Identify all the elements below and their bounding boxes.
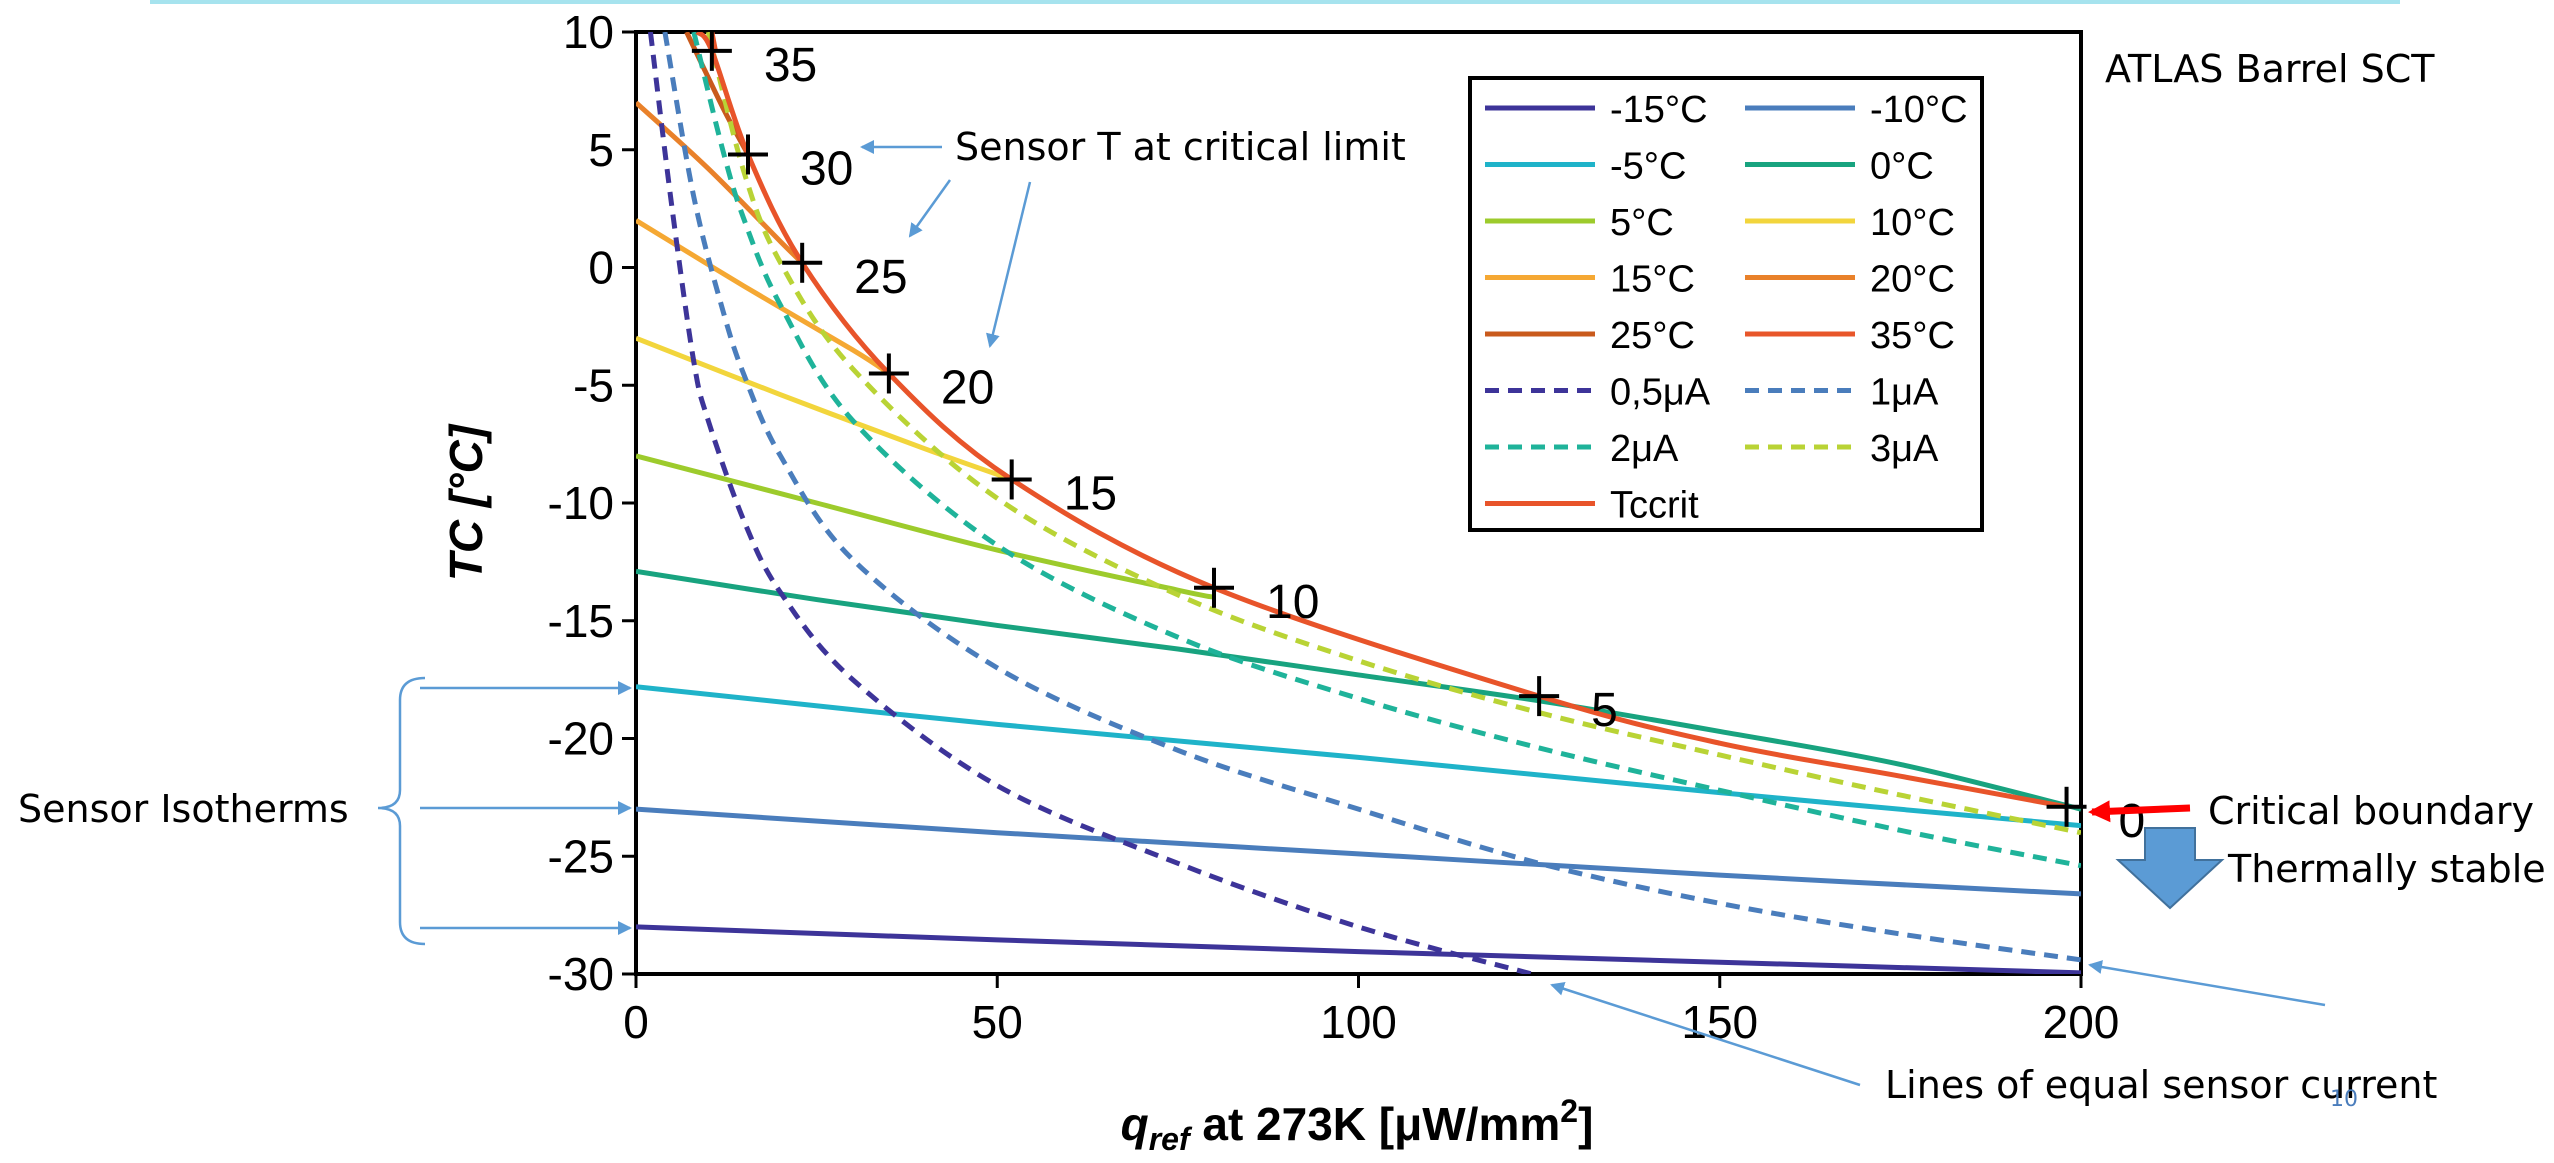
crit-point-label: 0: [2119, 795, 2146, 848]
y-tick-label: -15: [548, 595, 614, 647]
legend-item: 0°C: [1745, 146, 1934, 188]
legend-label: 5°C: [1610, 202, 1674, 244]
series-lines: [636, 32, 2081, 974]
legend-item: 2μA: [1485, 428, 1679, 470]
crit-point-0: 0: [2046, 786, 2146, 848]
x-tick-label: 50: [972, 996, 1023, 1048]
series-line-3μA: [705, 32, 2081, 836]
series-line--5°C: [636, 684, 2081, 829]
y-tick-label: 5: [588, 124, 614, 176]
legend-item: 3μA: [1745, 428, 1939, 470]
legend-label: -15°C: [1610, 89, 1708, 131]
legend-item: -5°C: [1485, 146, 1686, 188]
critical-limit-arrow-2: [908, 179, 952, 238]
y-tick-label: -20: [548, 713, 614, 765]
crit-point-30: 30: [727, 134, 853, 195]
equal-current-arrow-2: [1550, 982, 1861, 1087]
crit-point-label: 10: [1266, 576, 1319, 629]
legend-label: Tccrit: [1610, 485, 1699, 527]
legend-label: 10°C: [1870, 202, 1955, 244]
thermally-stable-label: Thermally stable: [2227, 847, 2546, 891]
series-line--15°C: [636, 924, 2081, 974]
thermally-stable-arrow: [2115, 827, 2225, 910]
sensor-isotherms-label: Sensor Isotherms: [18, 787, 349, 831]
series-line-1μA: [662, 32, 2081, 963]
crit-point-label: 15: [1064, 467, 1117, 520]
legend-item: 25°C: [1485, 315, 1695, 357]
x-axis-label-sup: 2: [1560, 1093, 1578, 1129]
crit-point-label: 25: [854, 251, 907, 304]
legend-item: 1μA: [1745, 372, 1939, 414]
legend-item: 10°C: [1745, 202, 1955, 244]
x-axis-label-end: ]: [1578, 1098, 1593, 1150]
legend-label: 25°C: [1610, 315, 1695, 357]
atlas-title: ATLAS Barrel SCT: [2105, 47, 2435, 91]
legend-item: -15°C: [1485, 89, 1708, 131]
crit-point-35: 35: [691, 30, 817, 92]
crit-point-label: 35: [764, 39, 817, 92]
crit-point-5: 5: [1519, 676, 1618, 737]
legend-item: 5°C: [1485, 202, 1674, 244]
series-line-Tccrit: [695, 32, 2068, 810]
page-number: 10: [2330, 1087, 2358, 1112]
critical-points: 35 30 25 20 15 10 5 0: [691, 30, 2146, 848]
legend-item: 35°C: [1745, 315, 1955, 357]
legend-label: 0,5μA: [1610, 372, 1711, 414]
series-line-0°C: [636, 568, 2081, 812]
series-line-20°C: [636, 100, 804, 265]
x-axis-label-main: q: [1121, 1098, 1149, 1150]
y-tick-label: -10: [548, 477, 614, 529]
series-line-0,5μA: [647, 32, 1533, 974]
x-tick-label: 100: [1320, 996, 1397, 1048]
series-line-2μA: [691, 32, 2081, 869]
y-tick-label: 10: [563, 6, 614, 58]
legend-label: 1μA: [1870, 372, 1939, 414]
x-axis-label-rest: at 273K [μW/mm: [1190, 1098, 1561, 1150]
legend-item: -10°C: [1745, 89, 1968, 131]
series-line--10°C: [636, 806, 2081, 897]
legend-item: 20°C: [1745, 259, 1955, 301]
legend-label: 35°C: [1870, 315, 1955, 357]
isotherms-brace: [377, 676, 426, 946]
critical-limit-arrow-3: [986, 181, 1032, 348]
critical-boundary-label: Critical boundary: [2208, 789, 2534, 833]
legend-label: -10°C: [1870, 89, 1968, 131]
legend-item: 15°C: [1485, 259, 1695, 301]
equal-current-label: Lines of equal sensor current: [1885, 1063, 2437, 1107]
x-axis-label: qref at 273K [μW/mm2]: [1121, 1093, 1594, 1157]
x-tick-label: 0: [623, 996, 649, 1048]
crit-point-20: 20: [868, 353, 994, 414]
plot-layer: 35 30 25 20 15 10 5 0: [636, 30, 2146, 974]
y-tick-label: 0: [588, 242, 614, 294]
legend-item: Tccrit: [1485, 485, 1699, 527]
crit-point-label: 5: [1591, 684, 1618, 737]
critical-limit-label: Sensor T at critical limit: [955, 125, 1406, 169]
crit-point-25: 25: [782, 242, 908, 304]
legend-label: 20°C: [1870, 259, 1955, 301]
legend-label: -5°C: [1610, 146, 1686, 188]
legend-frame: [1468, 76, 1984, 532]
legend-label: 2μA: [1610, 428, 1679, 470]
legend-label: 3μA: [1870, 428, 1939, 470]
x-tick-label: 200: [2043, 996, 2120, 1048]
crit-point-10: 10: [1194, 567, 1319, 629]
y-tick-label: -30: [548, 948, 614, 1000]
y-tick-label: -5: [573, 359, 614, 411]
chart-legend: -15°C -10°C -5°C 0°C 5°C 10°C 15°C 20°C 25°C 35°C…: [1468, 76, 1984, 532]
legend-label: 15°C: [1610, 259, 1695, 301]
y-axis-label: TC [°C]: [440, 423, 492, 581]
crit-point-label: 20: [941, 361, 994, 414]
y-tick-label: -25: [548, 830, 614, 882]
critical-boundary-arrow: [2088, 800, 2191, 823]
legend-label: 0°C: [1870, 146, 1934, 188]
x-axis-label-sub: ref: [1149, 1121, 1193, 1157]
series-line-5°C: [636, 453, 1215, 600]
crit-point-label: 30: [800, 142, 853, 195]
equal-current-arrow-1: [2088, 960, 2326, 1007]
legend-item: 0,5μA: [1485, 372, 1711, 414]
crit-point-15: 15: [991, 459, 1117, 520]
